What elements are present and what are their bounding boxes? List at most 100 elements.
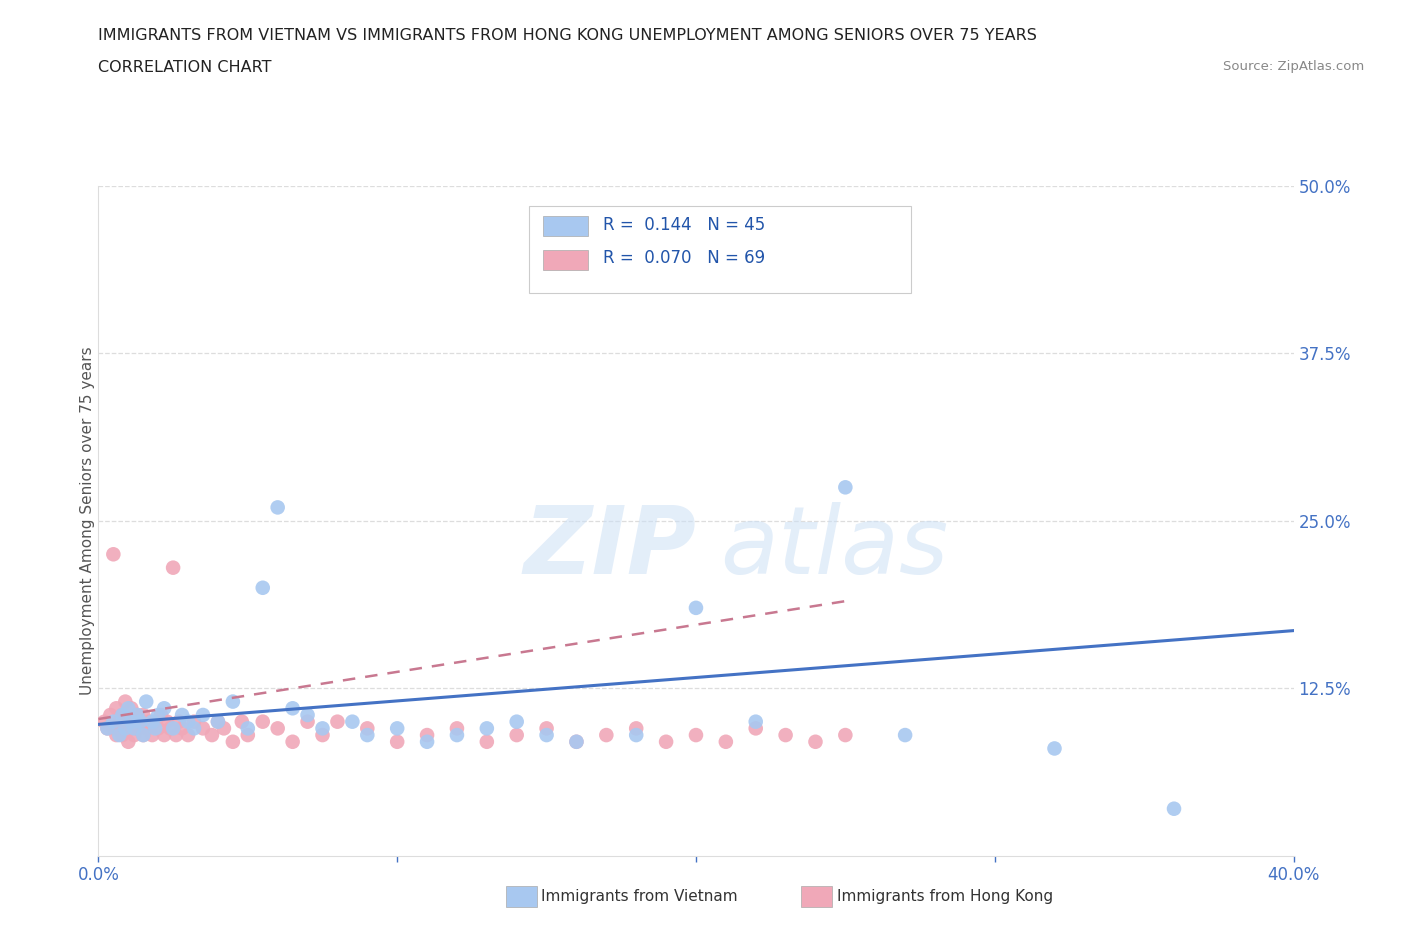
Point [135,694,157,709]
Point [1163,802,1185,817]
Point [124,721,146,736]
Point [111,727,134,742]
Point [565,735,588,750]
Point [183,721,205,736]
Point [143,714,166,729]
Point [165,727,187,742]
Text: atlas: atlas [720,502,948,593]
Point [162,560,184,575]
Point [93,714,115,729]
Point [162,721,184,736]
Point [124,714,146,729]
Point [127,708,149,723]
Point [311,721,333,736]
Point [834,727,856,742]
Point [114,694,136,709]
Point [159,721,181,736]
Point [103,721,125,736]
Point [775,727,797,742]
Point [236,727,259,742]
Point [207,714,229,729]
Point [834,480,856,495]
Point [416,727,439,742]
Point [117,701,139,716]
Point [894,727,917,742]
Point [103,547,125,562]
Point [105,701,128,716]
Point [120,701,142,716]
Point [135,721,157,736]
Point [132,708,155,723]
Point [475,735,498,750]
Point [252,714,274,729]
FancyBboxPatch shape [543,249,588,270]
Point [143,721,166,736]
Text: ZIP: ZIP [523,501,696,593]
Point [536,721,558,736]
Point [132,727,155,742]
Point [124,727,146,742]
Text: CORRELATION CHART: CORRELATION CHART [98,60,271,75]
Point [267,500,290,515]
Point [231,714,253,729]
Text: Immigrants from Hong Kong: Immigrants from Hong Kong [837,889,1053,904]
Point [446,721,468,736]
Text: Source: ZipAtlas.com: Source: ZipAtlas.com [1223,60,1364,73]
Point [416,735,439,750]
Point [626,727,648,742]
Point [191,721,214,736]
Point [138,714,160,729]
Point [105,727,128,742]
Point [108,714,131,729]
Point [132,727,155,742]
Point [297,708,319,723]
Point [236,721,259,736]
Point [129,714,152,729]
Point [100,708,122,723]
Point [150,708,173,723]
Point [114,721,136,736]
Point [222,735,245,750]
Point [222,694,245,709]
Point [506,714,529,729]
Point [311,727,333,742]
Point [177,727,200,742]
Point [1043,741,1066,756]
Point [111,708,134,723]
Point [356,727,378,742]
Point [141,727,163,742]
Text: IMMIGRANTS FROM VIETNAM VS IMMIGRANTS FROM HONG KONG UNEMPLOYMENT AMONG SENIORS : IMMIGRANTS FROM VIETNAM VS IMMIGRANTS FR… [98,28,1038,43]
Point [565,735,588,750]
FancyBboxPatch shape [543,216,588,236]
Point [281,735,304,750]
Point [153,727,176,742]
Text: R =  0.144   N = 45: R = 0.144 N = 45 [603,216,765,233]
Point [207,714,229,729]
Point [252,580,274,595]
Point [117,714,139,729]
Point [148,721,170,736]
Point [446,727,468,742]
Point [141,714,163,729]
Point [177,714,200,729]
Point [127,708,149,723]
FancyBboxPatch shape [529,206,911,293]
Point [655,735,678,750]
Y-axis label: Unemployment Among Seniors over 75 years: Unemployment Among Seniors over 75 years [80,347,94,695]
Point [153,701,176,716]
Point [96,721,118,736]
Text: R =  0.070   N = 69: R = 0.070 N = 69 [603,249,765,267]
Point [267,721,290,736]
Point [103,714,125,729]
Point [111,708,134,723]
Point [117,735,139,750]
Point [685,727,707,742]
Point [183,714,205,729]
Point [108,721,131,736]
Point [114,721,136,736]
Point [475,721,498,736]
Point [191,708,214,723]
Point [595,727,617,742]
Point [156,714,179,729]
Point [201,727,224,742]
